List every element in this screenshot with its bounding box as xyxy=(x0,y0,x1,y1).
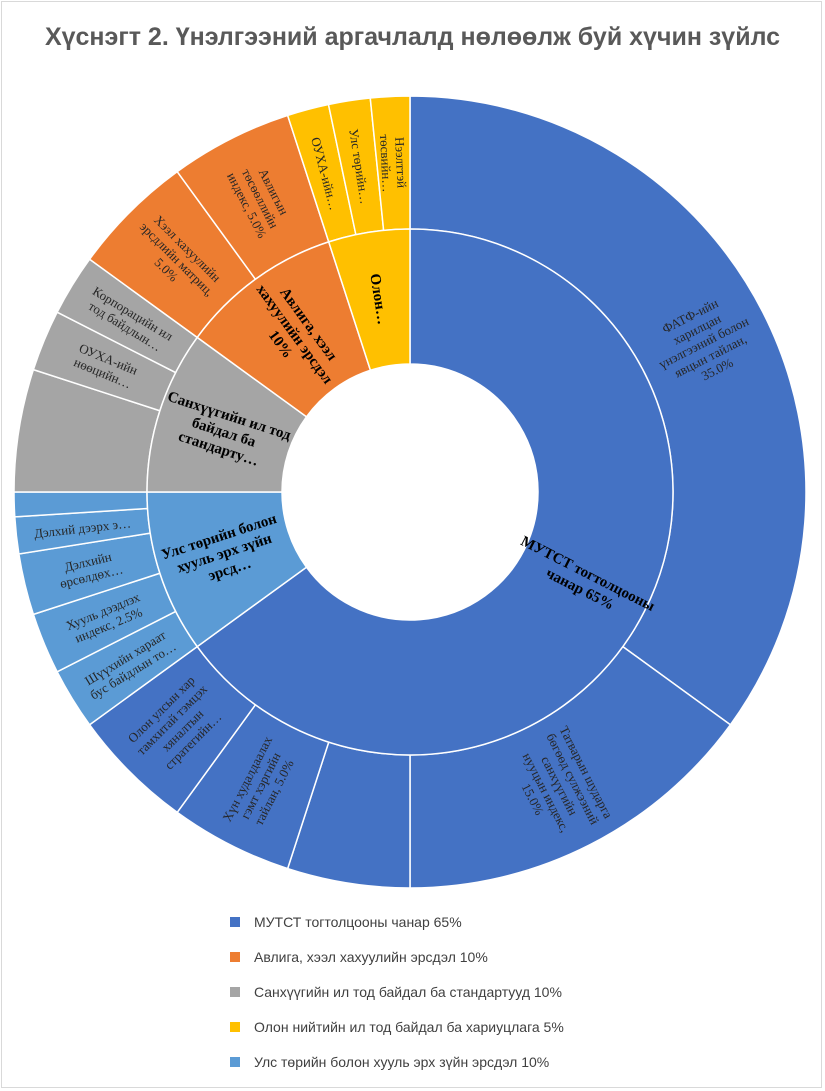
legend-label: Санхүүгийн ил тод байдал ба стандартууд … xyxy=(254,983,562,1000)
legend-item: Олон нийтийн ил тод байдал ба хариуцлага… xyxy=(230,1009,564,1044)
inner-segment-label: Олон… xyxy=(366,273,390,326)
legend-item: МУТСТ тогтолцооны чанар 65% xyxy=(230,904,564,939)
legend-swatch xyxy=(230,916,240,927)
legend-swatch xyxy=(230,951,240,962)
legend-swatch xyxy=(230,1021,240,1032)
chart-legend: МУТСТ тогтолцооны чанар 65% Авлига, хээл … xyxy=(230,904,564,1079)
legend-label: Улс төрийн болон хууль эрх зүйн эрсдэл 1… xyxy=(254,1053,550,1070)
outer-segment-label: Нээлттэйтөсвийн… xyxy=(377,133,410,192)
legend-item: Авлига, хээл хахуулийн эрсдэл 10% xyxy=(230,939,564,974)
outer-segment-label: Хүн худалдаалахгэмт хэргийнтайлан, 5.0% xyxy=(219,733,302,837)
legend-item: Санхүүгийн ил тод байдал ба стандартууд … xyxy=(230,974,564,1009)
legend-item: Улс төрийн болон хууль эрх зүйн эрсдэл 1… xyxy=(230,1044,564,1079)
outer-segment-label: Татварын шударгабөгөөд сулжээнийсанхүүги… xyxy=(503,723,616,848)
inner-segment xyxy=(327,228,411,372)
inner-segment xyxy=(196,228,674,756)
legend-label: МУТСТ тогтолцооны чанар 65% xyxy=(254,913,462,930)
legend-swatch xyxy=(230,1056,240,1067)
legend-label: Авлига, хээл хахуулийн эрсдэл 10% xyxy=(254,948,488,965)
chart-title: Хүснэгт 2. Үнэлгээний аргачлалд нөлөөлж … xyxy=(44,23,781,51)
legend-label: Олон нийтийн ил тод байдал ба хариуцлага… xyxy=(254,1018,564,1035)
legend-swatch xyxy=(230,986,240,997)
